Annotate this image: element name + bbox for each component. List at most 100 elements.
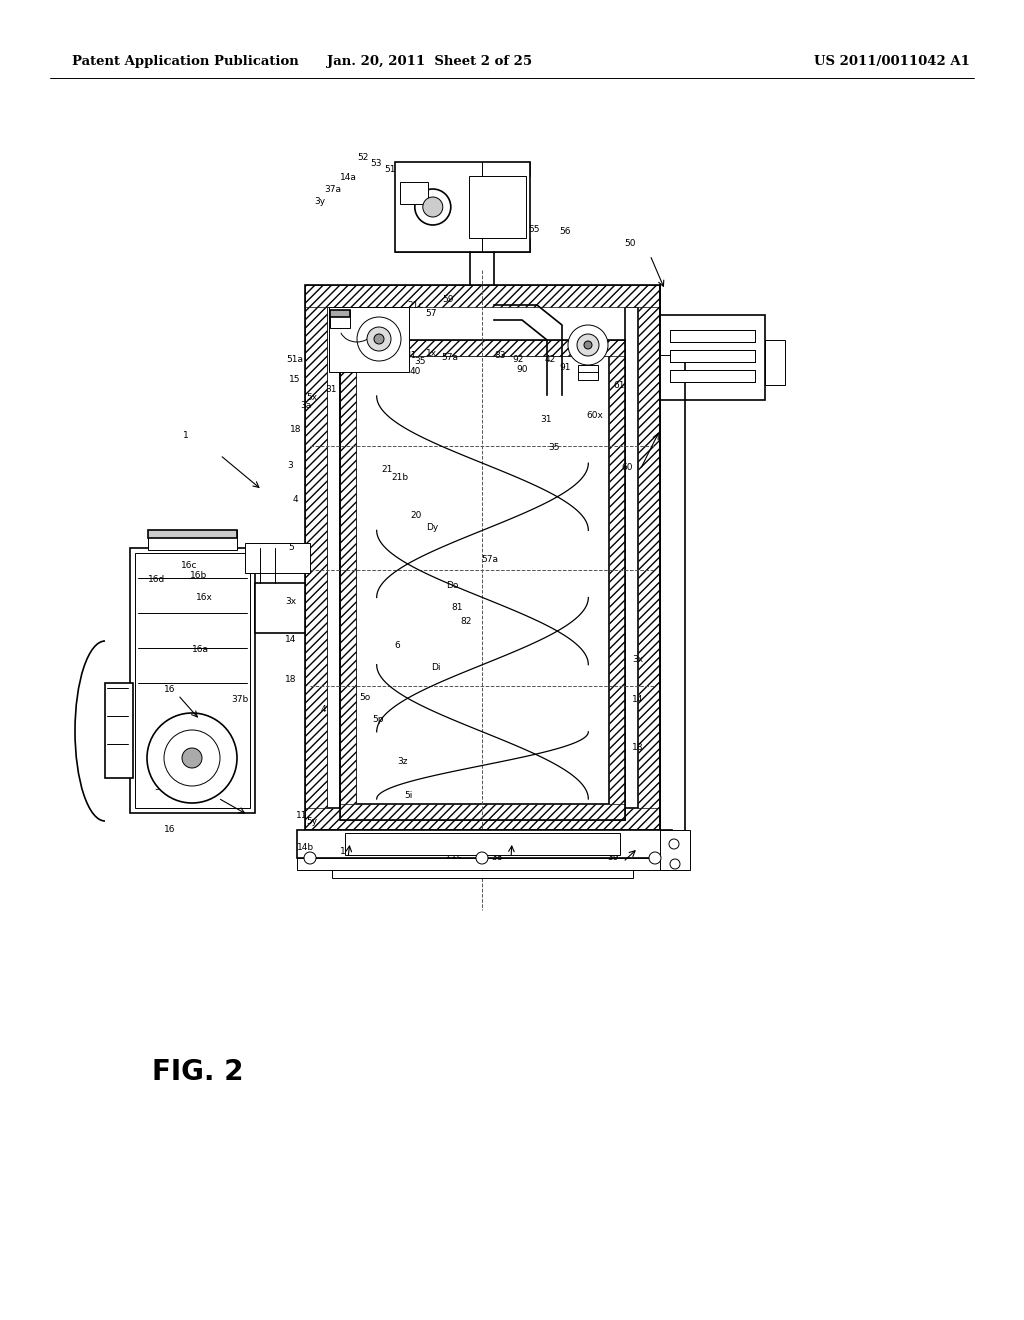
Text: 3x: 3x xyxy=(286,598,297,606)
Text: 18: 18 xyxy=(290,425,302,434)
Bar xyxy=(330,310,350,327)
Text: 10: 10 xyxy=(342,359,353,367)
Text: 3: 3 xyxy=(287,462,293,470)
Circle shape xyxy=(476,851,488,865)
Text: 52: 52 xyxy=(357,153,369,162)
Text: Di: Di xyxy=(431,664,440,672)
Text: 21b: 21b xyxy=(391,474,409,483)
Text: 81: 81 xyxy=(452,602,463,611)
Text: 5y: 5y xyxy=(306,817,317,826)
Bar xyxy=(578,366,598,380)
Bar xyxy=(670,350,755,362)
Circle shape xyxy=(423,197,442,216)
Text: 5x: 5x xyxy=(306,393,317,403)
Text: 18x: 18x xyxy=(578,370,595,379)
Text: 11: 11 xyxy=(296,810,308,820)
Circle shape xyxy=(182,748,202,768)
Text: 59: 59 xyxy=(442,296,454,305)
Text: 20: 20 xyxy=(411,511,422,520)
Circle shape xyxy=(367,327,391,351)
Bar xyxy=(305,808,660,830)
Text: 5p: 5p xyxy=(373,715,384,725)
Circle shape xyxy=(649,851,662,865)
Text: 15: 15 xyxy=(289,375,301,384)
Text: 11a: 11a xyxy=(340,847,356,857)
Bar xyxy=(332,858,633,878)
Text: 14: 14 xyxy=(632,696,644,705)
Text: 16d: 16d xyxy=(148,576,166,585)
Bar xyxy=(345,833,395,855)
Text: 42: 42 xyxy=(545,355,556,364)
Text: 90: 90 xyxy=(516,366,527,375)
Text: 56: 56 xyxy=(559,227,570,236)
Bar xyxy=(660,315,765,400)
Bar xyxy=(570,833,620,855)
Text: 39a: 39a xyxy=(556,843,573,853)
Bar xyxy=(469,176,526,238)
Bar xyxy=(305,285,660,308)
Text: 14a: 14a xyxy=(340,173,356,182)
Text: 60: 60 xyxy=(622,463,633,473)
Bar xyxy=(670,330,755,342)
Text: Dy: Dy xyxy=(426,524,438,532)
Text: 16a: 16a xyxy=(191,645,209,655)
Text: 5: 5 xyxy=(288,544,294,553)
Text: 40: 40 xyxy=(410,367,421,376)
Text: 53: 53 xyxy=(371,158,382,168)
Bar xyxy=(330,310,350,317)
Text: 51a: 51a xyxy=(287,355,303,364)
Bar xyxy=(356,356,609,804)
Text: 4: 4 xyxy=(321,705,326,714)
Bar xyxy=(305,285,327,830)
Bar xyxy=(765,341,785,385)
Bar xyxy=(297,858,672,870)
Text: 11c: 11c xyxy=(380,843,396,853)
Text: 39: 39 xyxy=(607,854,618,862)
Text: 37a: 37a xyxy=(325,186,341,194)
Text: 36: 36 xyxy=(365,343,376,352)
Text: 21c: 21c xyxy=(408,301,424,309)
Circle shape xyxy=(304,851,316,865)
Bar xyxy=(395,162,530,176)
Text: 25: 25 xyxy=(470,177,481,186)
Bar xyxy=(638,285,660,830)
Text: 16x: 16x xyxy=(196,594,212,602)
Circle shape xyxy=(568,325,608,366)
Text: 91: 91 xyxy=(559,363,570,372)
Bar xyxy=(345,833,620,855)
Text: 6: 6 xyxy=(394,640,400,649)
Text: 57: 57 xyxy=(425,309,437,318)
Text: 36o: 36o xyxy=(397,169,415,177)
Bar xyxy=(245,543,310,573)
Text: 16: 16 xyxy=(164,685,176,694)
Text: 16b: 16b xyxy=(190,570,208,579)
Text: 57a: 57a xyxy=(441,354,459,363)
Text: 55: 55 xyxy=(528,226,540,235)
Circle shape xyxy=(415,189,451,224)
Bar xyxy=(297,830,672,858)
Text: 3a: 3a xyxy=(300,400,311,409)
Text: 16c: 16c xyxy=(181,561,198,569)
Text: 3y: 3y xyxy=(314,198,326,206)
Bar xyxy=(255,583,305,634)
Bar xyxy=(660,830,690,870)
Text: 3x: 3x xyxy=(633,656,643,664)
Circle shape xyxy=(147,713,237,803)
Bar xyxy=(609,341,625,820)
Bar xyxy=(130,548,255,813)
Text: 5o: 5o xyxy=(359,693,371,702)
Bar xyxy=(135,553,250,808)
Circle shape xyxy=(577,334,599,356)
Text: Do: Do xyxy=(445,581,458,590)
Text: -11c: -11c xyxy=(442,850,462,859)
Text: 4: 4 xyxy=(292,495,298,504)
Text: 61: 61 xyxy=(613,380,625,389)
Text: 50: 50 xyxy=(625,239,636,248)
Bar xyxy=(327,308,340,808)
Text: 5i: 5i xyxy=(403,791,413,800)
Bar xyxy=(148,531,237,550)
Text: 17: 17 xyxy=(428,178,439,187)
Text: 18: 18 xyxy=(632,743,644,752)
Text: 38: 38 xyxy=(492,854,503,862)
Text: 31: 31 xyxy=(541,416,552,425)
